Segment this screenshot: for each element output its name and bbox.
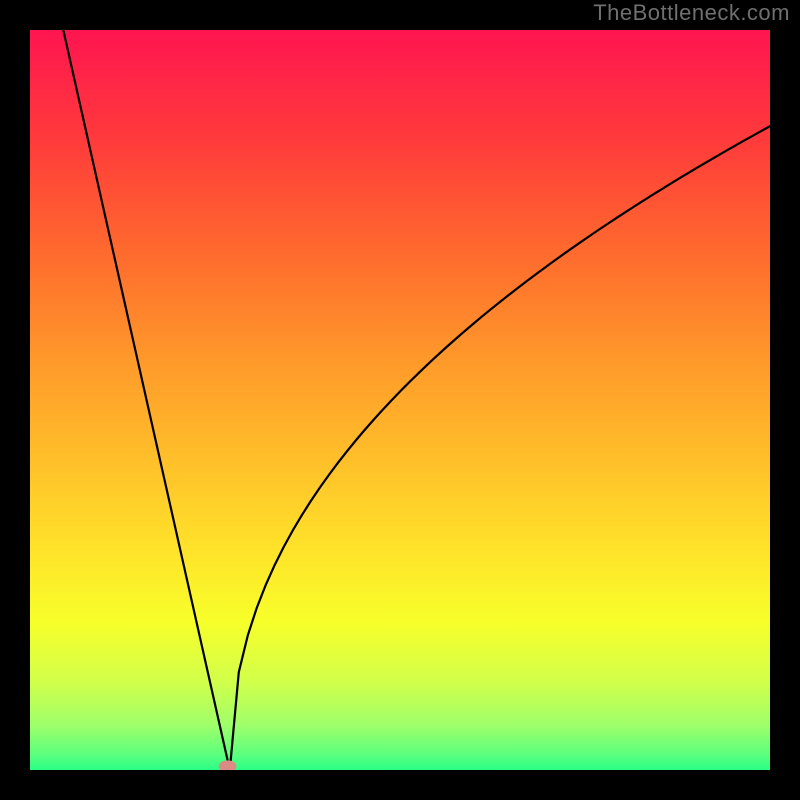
attribution-text: TheBottleneck.com — [593, 0, 790, 26]
plot-svg — [30, 30, 770, 770]
chart-frame: TheBottleneck.com — [0, 0, 800, 800]
gradient-rect — [30, 30, 770, 770]
plot-border — [30, 30, 770, 770]
